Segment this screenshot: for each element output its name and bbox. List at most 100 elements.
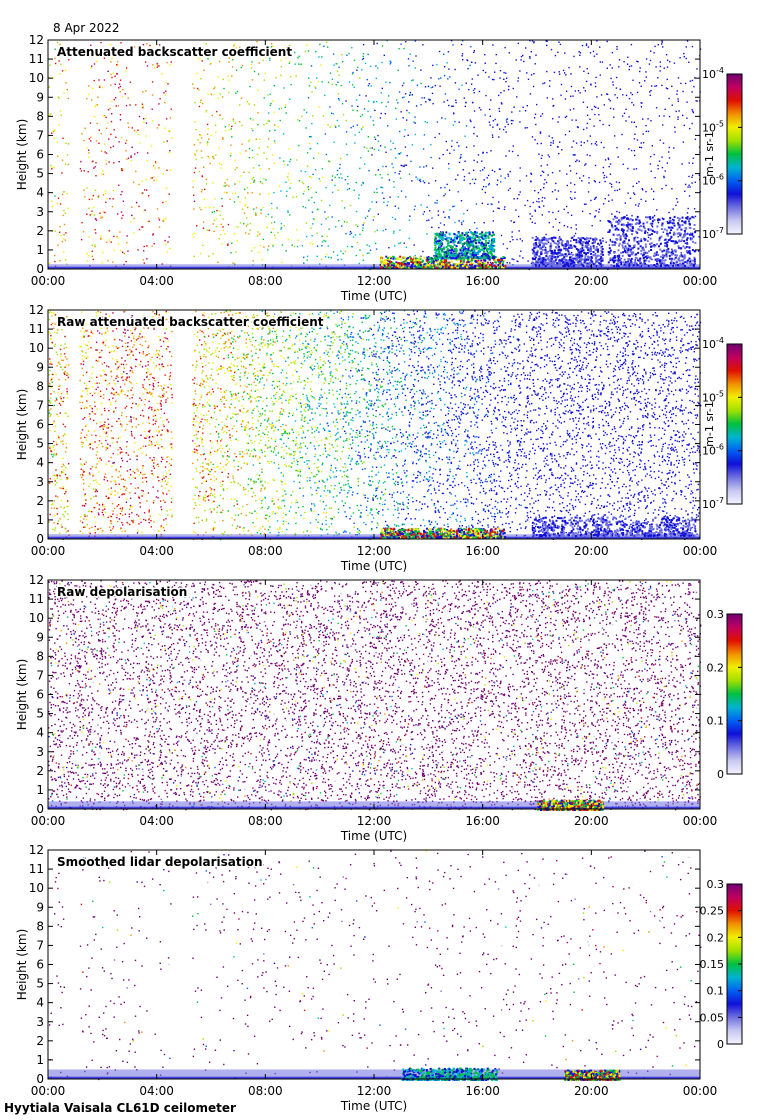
data-gap bbox=[171, 40, 192, 269]
colorbar-tick-label: 10-6 bbox=[702, 443, 724, 458]
date-label: 8 Apr 2022 bbox=[53, 21, 120, 35]
data-gap bbox=[68, 310, 80, 539]
y-tick-label: 12 bbox=[29, 33, 44, 47]
colorbar-tick-label: 0.3 bbox=[707, 608, 725, 621]
x-tick-label: 00:00 bbox=[31, 814, 66, 828]
y-tick-label: 3 bbox=[36, 1015, 44, 1029]
x-tick-label: 12:00 bbox=[357, 1084, 392, 1098]
colorbar-tick-label: 0.15 bbox=[700, 958, 725, 971]
colorbar-tick-label: 0.1 bbox=[707, 985, 725, 998]
data-gap bbox=[68, 850, 80, 1079]
colorbar-tick-label: 10-7 bbox=[702, 226, 724, 241]
y-tick-label: 9 bbox=[36, 360, 44, 374]
feature-low bbox=[531, 236, 605, 268]
colorbar-tick-label: 0.25 bbox=[700, 905, 725, 918]
colorbar bbox=[726, 73, 743, 235]
y-axis-title: Height (km) bbox=[15, 929, 29, 1000]
x-tick-label: 00:00 bbox=[683, 544, 718, 558]
x-tick-label: 00:00 bbox=[683, 274, 718, 288]
x-tick-label: 16:00 bbox=[465, 274, 500, 288]
x-tick-label: 16:00 bbox=[465, 544, 500, 558]
x-tick-label: 00:00 bbox=[31, 274, 66, 288]
y-tick-label: 10 bbox=[29, 71, 44, 85]
x-tick-label: 04:00 bbox=[139, 274, 174, 288]
y-tick-label: 8 bbox=[36, 919, 44, 933]
x-tick-label: 04:00 bbox=[139, 814, 174, 828]
colorbar-tick-label: 10-4 bbox=[702, 66, 724, 81]
y-tick-label: 1 bbox=[36, 243, 44, 257]
y-tick-label: 2 bbox=[36, 764, 44, 778]
x-tick-label: 20:00 bbox=[574, 814, 609, 828]
y-tick-label: 0 bbox=[36, 262, 44, 276]
y-tick-label: 6 bbox=[36, 418, 44, 432]
y-tick-label: 8 bbox=[36, 649, 44, 663]
feature-low bbox=[607, 215, 697, 268]
y-tick-label: 4 bbox=[36, 726, 44, 740]
y-axis-title: Height (km) bbox=[15, 659, 29, 730]
x-tick-label: 20:00 bbox=[574, 274, 609, 288]
x-axis-title: Time (UTC) bbox=[340, 289, 407, 303]
x-tick-label: 20:00 bbox=[574, 1084, 609, 1098]
x-tick-label: 00:00 bbox=[683, 814, 718, 828]
x-tick-label: 00:00 bbox=[683, 1084, 718, 1098]
colorbar-tick-label: 10-5 bbox=[702, 119, 724, 134]
x-tick-label: 04:00 bbox=[139, 1084, 174, 1098]
colorbar-tick-label: 0.2 bbox=[707, 661, 725, 674]
colorbar-tick-label: 0 bbox=[717, 1038, 724, 1051]
y-axis-title: Height (km) bbox=[15, 389, 29, 460]
plot-area bbox=[48, 850, 700, 1079]
colorbar-tick-label: 0.3 bbox=[707, 878, 725, 891]
y-tick-label: 5 bbox=[36, 707, 44, 721]
feature-low bbox=[531, 516, 697, 538]
y-tick-label: 2 bbox=[36, 1034, 44, 1048]
x-tick-label: 12:00 bbox=[357, 274, 392, 288]
y-tick-label: 2 bbox=[36, 494, 44, 508]
feature-mid bbox=[433, 230, 496, 260]
colorbar-tick-label: 0.1 bbox=[707, 715, 725, 728]
noise-field bbox=[48, 310, 702, 541]
y-tick-label: 6 bbox=[36, 148, 44, 162]
feature-high bbox=[379, 255, 507, 270]
noise-field bbox=[48, 850, 702, 1081]
colorbar bbox=[726, 343, 743, 505]
noise-field bbox=[48, 580, 702, 811]
data-gap bbox=[171, 850, 192, 1079]
plot-area bbox=[48, 40, 700, 269]
y-tick-label: 0 bbox=[36, 532, 44, 546]
x-tick-label: 08:00 bbox=[248, 544, 283, 558]
y-tick-label: 3 bbox=[36, 475, 44, 489]
x-tick-label: 08:00 bbox=[248, 814, 283, 828]
x-tick-label: 08:00 bbox=[248, 1084, 283, 1098]
y-tick-label: 11 bbox=[29, 322, 44, 336]
y-tick-label: 8 bbox=[36, 109, 44, 123]
x-tick-label: 04:00 bbox=[139, 544, 174, 558]
y-tick-label: 10 bbox=[29, 881, 44, 895]
x-tick-label: 08:00 bbox=[248, 274, 283, 288]
x-tick-label: 00:00 bbox=[31, 544, 66, 558]
y-tick-label: 10 bbox=[29, 611, 44, 625]
colorbar-tick-label: 10-5 bbox=[702, 389, 724, 404]
panel-title: Raw attenuated backscatter coefficient bbox=[57, 315, 324, 329]
y-tick-label: 11 bbox=[29, 52, 44, 66]
x-axis-title: Time (UTC) bbox=[340, 1099, 407, 1113]
y-tick-label: 8 bbox=[36, 379, 44, 393]
y-tick-label: 6 bbox=[36, 958, 44, 972]
x-tick-label: 00:00 bbox=[31, 1084, 66, 1098]
y-tick-label: 4 bbox=[36, 996, 44, 1010]
y-tick-label: 7 bbox=[36, 668, 44, 682]
y-tick-label: 7 bbox=[36, 938, 44, 952]
y-tick-label: 3 bbox=[36, 205, 44, 219]
y-tick-label: 7 bbox=[36, 398, 44, 412]
data-gap bbox=[171, 310, 192, 539]
y-tick-label: 11 bbox=[29, 862, 44, 876]
x-axis-title: Time (UTC) bbox=[340, 559, 407, 573]
y-tick-label: 3 bbox=[36, 745, 44, 759]
y-tick-label: 11 bbox=[29, 592, 44, 606]
panel-title: Raw depolarisation bbox=[57, 585, 187, 599]
colorbar-tick-label: 10-7 bbox=[702, 496, 724, 511]
y-tick-label: 5 bbox=[36, 167, 44, 181]
y-tick-label: 5 bbox=[36, 437, 44, 451]
